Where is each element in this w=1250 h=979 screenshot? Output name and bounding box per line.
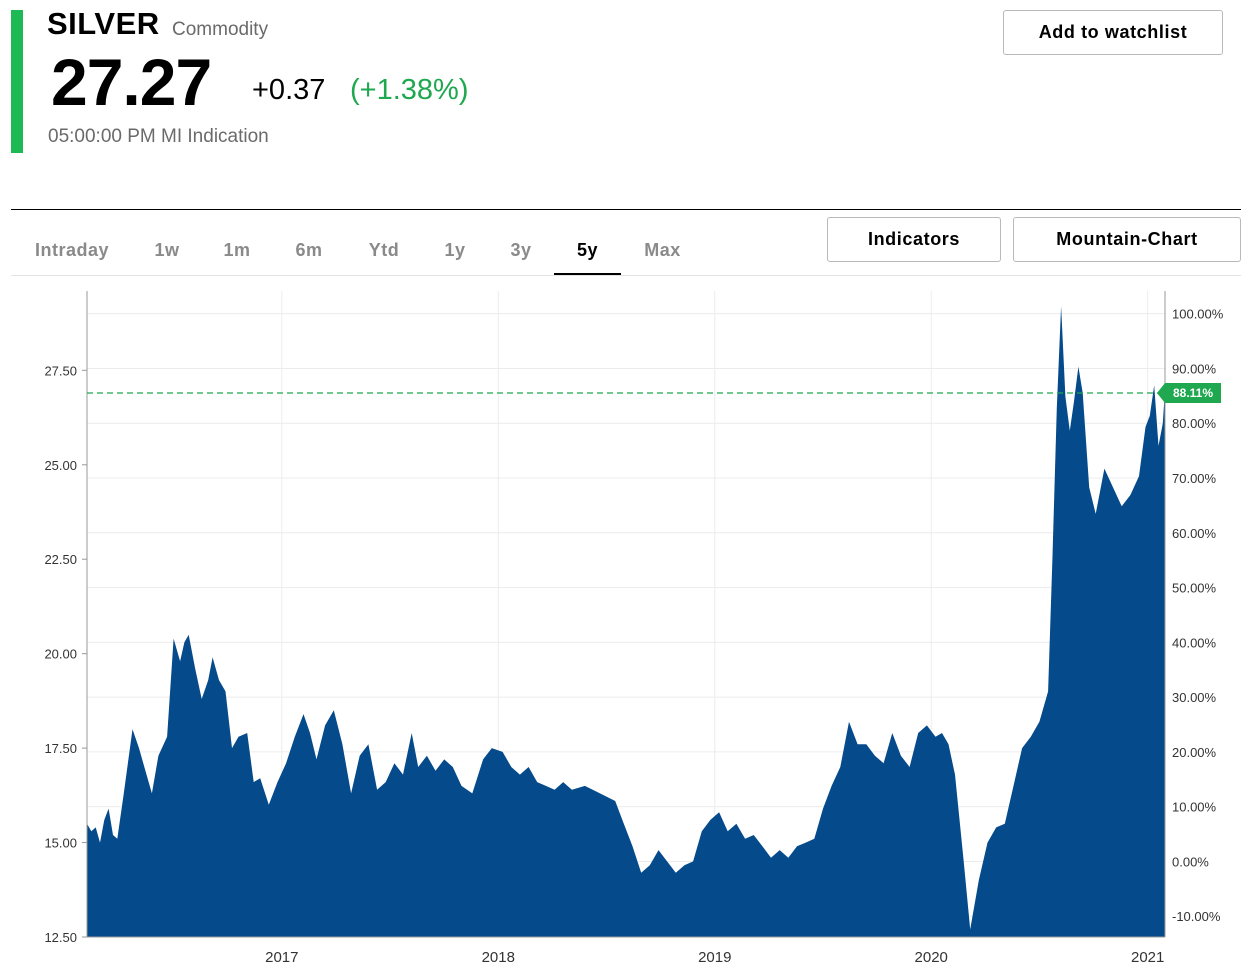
x-tick-label: 2021 <box>1131 949 1164 966</box>
y-right-tick-label: 10.00% <box>1172 800 1217 815</box>
y-right-tick-label: 30.00% <box>1172 690 1217 705</box>
tabs-divider <box>11 275 1241 276</box>
y-right-tick-label: 90.00% <box>1172 361 1217 376</box>
price-change-percent: (+1.38%) <box>350 74 469 106</box>
tab-1y[interactable]: 1y <box>444 240 466 260</box>
instrument-type: Commodity <box>172 19 269 40</box>
y-left-tick-label: 20.00 <box>44 647 77 662</box>
y-right-tick-label: -10.00% <box>1172 909 1221 924</box>
y-left-tick-label: 17.50 <box>44 741 77 756</box>
price-area <box>87 306 1165 938</box>
chart-type-button[interactable]: Mountain-Chart <box>1013 217 1241 262</box>
quote-timestamp: 05:00:00 PM MI Indication <box>48 126 269 147</box>
y-right-tick-label: 40.00% <box>1172 635 1217 650</box>
x-tick-label: 2020 <box>915 949 948 966</box>
y-left-tick-label: 12.50 <box>44 930 77 945</box>
y-right-tick-label: 100.00% <box>1172 307 1224 322</box>
y-right-tick-label: 80.00% <box>1172 416 1217 431</box>
section-divider <box>11 209 1241 210</box>
y-right-tick-label: 60.00% <box>1172 526 1217 541</box>
x-tick-label: 2018 <box>482 949 515 966</box>
instrument-name: SILVER <box>47 6 160 41</box>
x-tick-label: 2017 <box>265 949 298 966</box>
y-right-tick-label: 70.00% <box>1172 471 1217 486</box>
accent-bar <box>11 10 23 153</box>
last-price: 27.27 <box>51 45 212 119</box>
tab-max[interactable]: Max <box>644 240 681 260</box>
y-right-tick-label: 0.00% <box>1172 854 1209 869</box>
y-left-tick-label: 22.50 <box>44 552 77 567</box>
price-change: +0.37 <box>252 74 326 106</box>
add-to-watchlist-button[interactable]: Add to watchlist <box>1003 10 1223 55</box>
indicators-button[interactable]: Indicators <box>827 217 1001 262</box>
y-left-tick-label: 27.50 <box>44 363 77 378</box>
tab-1w[interactable]: 1w <box>154 240 180 260</box>
y-right-tick-label: 50.00% <box>1172 581 1217 596</box>
x-tick-label: 2019 <box>698 949 731 966</box>
tab-3y[interactable]: 3y <box>510 240 532 260</box>
current-value-label: 88.11% <box>1173 386 1213 400</box>
tab-intraday[interactable]: Intraday <box>34 240 110 260</box>
y-left-tick-label: 15.00 <box>44 836 77 851</box>
tab-1m[interactable]: 1m <box>223 240 251 260</box>
tab-ytd[interactable]: Ytd <box>368 240 400 260</box>
tab-6m[interactable]: 6m <box>295 240 323 260</box>
y-right-tick-label: 20.00% <box>1172 745 1217 760</box>
tab-5y[interactable]: 5y <box>554 228 621 276</box>
y-left-tick-label: 25.00 <box>44 458 77 473</box>
current-value-marker <box>1157 383 1221 403</box>
